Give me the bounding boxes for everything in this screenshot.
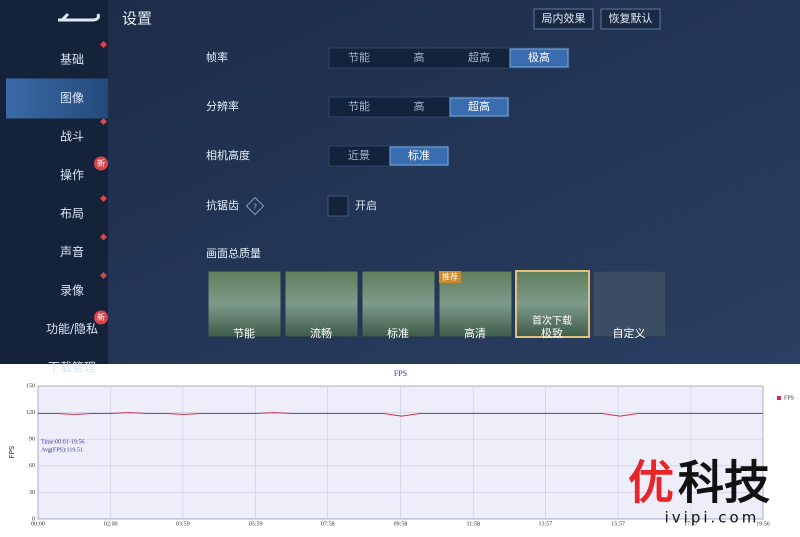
segment-label[interactable]: 高 bbox=[414, 50, 425, 64]
segment-label[interactable]: 极高 bbox=[528, 50, 550, 64]
quality-preset-label: 流畅 bbox=[310, 326, 332, 340]
row-label: 分辨率 bbox=[206, 99, 239, 113]
sidebar-item[interactable]: 声音 bbox=[60, 244, 84, 259]
x-tick-label: 05:59 bbox=[249, 521, 263, 527]
quality-preset-label: 节能 bbox=[233, 326, 255, 340]
quality-preset[interactable] bbox=[592, 270, 667, 338]
recommend-tag-text: 推荐 bbox=[442, 272, 458, 282]
y-tick-label: 90 bbox=[29, 437, 35, 443]
x-tick-label: 17:57 bbox=[684, 521, 698, 527]
annotation: Time:00:01-19:56 bbox=[41, 439, 84, 445]
checkbox-label: 开启 bbox=[355, 199, 377, 212]
quality-preset-label: 自定义 bbox=[613, 326, 646, 340]
quality-preset[interactable] bbox=[284, 270, 359, 338]
segment-label[interactable]: 标准 bbox=[408, 148, 430, 162]
new-badge-text: 新 bbox=[97, 312, 105, 322]
sidebar bbox=[0, 0, 108, 364]
segment-selected[interactable] bbox=[509, 48, 569, 68]
help-icon bbox=[245, 196, 265, 216]
watermark-site: ivipi.com bbox=[665, 509, 760, 527]
sidebar-dot bbox=[99, 117, 108, 126]
row-label: 抗锯齿 bbox=[206, 198, 239, 212]
segment-label[interactable]: 超高 bbox=[468, 99, 490, 113]
settings-title: 设置 bbox=[122, 10, 152, 28]
sidebar-item[interactable]: 战斗 bbox=[60, 130, 84, 144]
sidebar-item[interactable]: 布局 bbox=[60, 207, 84, 221]
back-icon[interactable] bbox=[58, 12, 100, 22]
segmented-control bbox=[328, 47, 570, 69]
recommend-tag bbox=[439, 271, 461, 283]
new-badge bbox=[94, 156, 108, 171]
download-tag: 首次下载 bbox=[532, 314, 572, 327]
y-tick-label: 0 bbox=[32, 516, 35, 522]
x-tick-label: 07:58 bbox=[321, 521, 335, 527]
header-button[interactable] bbox=[533, 8, 594, 30]
sidebar-item[interactable]: 下载管理 bbox=[48, 360, 96, 375]
x-tick-label: 19:56 bbox=[756, 521, 770, 527]
quality-preset[interactable] bbox=[207, 270, 282, 338]
legend-label: FPS bbox=[784, 395, 794, 401]
header-button-label: 恢复默认 bbox=[609, 11, 653, 25]
quality-preset[interactable] bbox=[515, 270, 590, 338]
legend-swatch bbox=[777, 396, 781, 400]
sidebar-dot bbox=[99, 271, 108, 280]
sidebar-dot bbox=[99, 194, 108, 203]
new-badge-text: 新 bbox=[97, 158, 105, 168]
x-tick-label: 11:58 bbox=[467, 521, 480, 527]
watermark-brand: 优 bbox=[628, 456, 674, 510]
segment-selected[interactable] bbox=[449, 97, 509, 117]
y-tick-label: 150 bbox=[26, 383, 35, 389]
annotation: Avg(FPS):119.51 bbox=[41, 446, 83, 453]
new-badge bbox=[94, 310, 108, 325]
x-tick-label: 03:59 bbox=[176, 521, 190, 527]
sidebar-item[interactable]: 操作 bbox=[60, 167, 84, 182]
quality-preset[interactable] bbox=[361, 270, 436, 338]
header-button[interactable] bbox=[600, 8, 661, 30]
x-tick-label: 15:57 bbox=[611, 521, 625, 527]
segment-selected[interactable] bbox=[389, 146, 449, 166]
x-tick-label: 13:57 bbox=[539, 521, 553, 527]
sidebar-active bbox=[6, 78, 108, 119]
sidebar-item[interactable]: 图像 bbox=[60, 91, 84, 105]
segment-label[interactable]: 近景 bbox=[348, 149, 370, 162]
x-tick-label: 09:58 bbox=[394, 521, 408, 527]
segment-label[interactable]: 节能 bbox=[348, 50, 370, 64]
sidebar-item[interactable]: 功能/隐私 bbox=[46, 322, 98, 336]
quality-preset-label: 高清 bbox=[464, 326, 486, 340]
checkbox[interactable] bbox=[327, 195, 349, 217]
y-tick-label: 120 bbox=[26, 410, 35, 416]
x-tick-label: 02:00 bbox=[104, 521, 118, 527]
segment-label[interactable]: 节能 bbox=[348, 99, 370, 113]
y-tick-label: 30 bbox=[29, 490, 35, 496]
quality-preset-label: 标准 bbox=[387, 326, 409, 340]
header-button-label: 局内效果 bbox=[542, 11, 586, 25]
help-icon-text: ? bbox=[253, 203, 257, 212]
watermark-brand: 科技 bbox=[678, 456, 770, 510]
chart-title: FPS bbox=[394, 369, 407, 378]
y-tick-label: 60 bbox=[29, 463, 35, 469]
quality-preset-label: 极致 bbox=[541, 326, 563, 340]
fps-line bbox=[38, 412, 763, 417]
row-label: 相机高度 bbox=[206, 148, 250, 162]
y-axis-label: FPS bbox=[8, 445, 16, 458]
sidebar-item[interactable]: 录像 bbox=[60, 284, 84, 298]
row-label: 帧率 bbox=[206, 50, 228, 64]
sidebar-item[interactable]: 基础 bbox=[60, 53, 84, 67]
x-tick-label: 00:00 bbox=[31, 521, 45, 527]
sidebar-dot bbox=[99, 233, 108, 241]
row-label: 画面总质量 bbox=[206, 246, 261, 260]
segment-label[interactable]: 超高 bbox=[468, 50, 490, 64]
segment-label[interactable]: 高 bbox=[414, 99, 425, 113]
